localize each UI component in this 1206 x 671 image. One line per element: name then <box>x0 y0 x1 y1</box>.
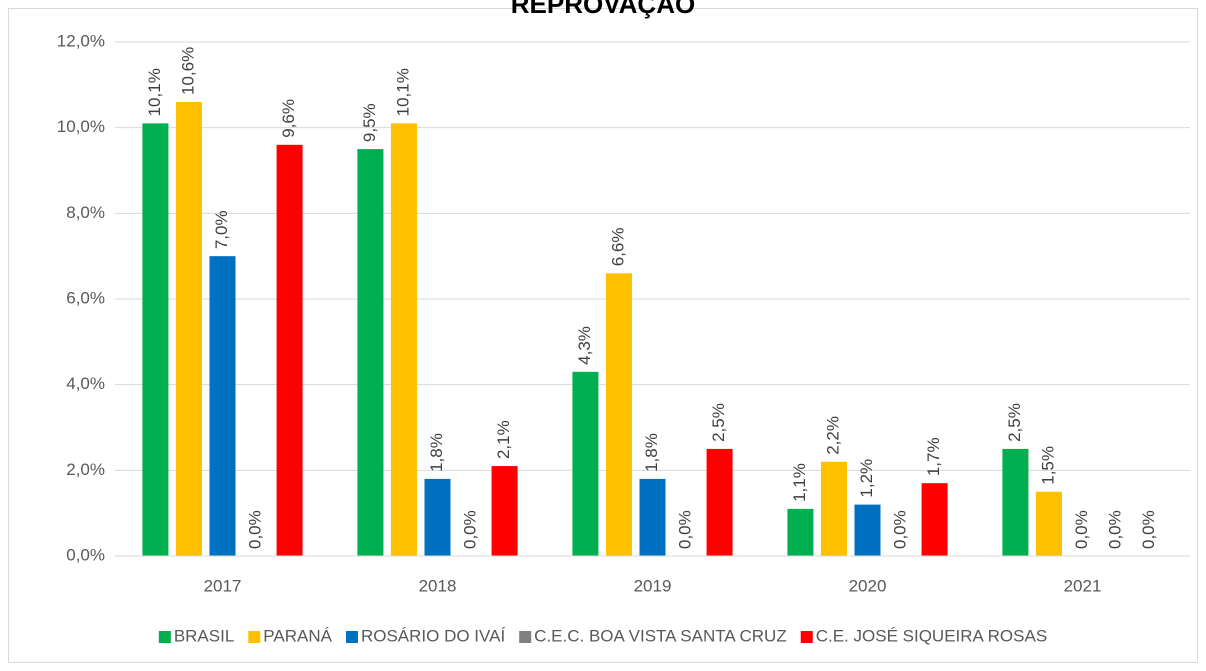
bar <box>572 371 599 556</box>
value-label: 9,6% <box>279 99 298 138</box>
legend-label: C.E.C. BOA VISTA SANTA CRUZ <box>534 626 787 645</box>
value-label: 1,2% <box>857 459 876 498</box>
legend-swatch <box>800 631 813 643</box>
bar <box>175 101 202 556</box>
value-label: 0,0% <box>1106 510 1125 549</box>
value-label: 2,1% <box>494 420 513 459</box>
value-label: 10,6% <box>178 47 197 95</box>
y-tick-label: 12,0% <box>57 31 105 50</box>
bar <box>639 478 666 556</box>
value-label: 1,5% <box>1038 446 1057 485</box>
value-label: 10,1% <box>393 68 412 116</box>
bar <box>357 149 384 557</box>
y-tick-label: 6,0% <box>66 288 105 307</box>
value-label: 7,0% <box>212 210 231 249</box>
value-label: 2,5% <box>1005 403 1024 442</box>
bar <box>706 448 733 556</box>
legend-label: C.E. JOSÉ SIQUEIRA ROSAS <box>816 626 1047 645</box>
legend-swatch <box>345 631 358 643</box>
value-label: 0,0% <box>1072 510 1091 549</box>
value-label: 0,0% <box>891 510 910 549</box>
value-label: 0,0% <box>1139 510 1158 549</box>
value-label: 9,5% <box>360 103 379 142</box>
legend-swatch <box>158 631 171 643</box>
value-label: 4,3% <box>575 326 594 365</box>
value-label: 1,8% <box>427 433 446 472</box>
bar <box>921 483 948 556</box>
value-label: 0,0% <box>246 510 265 549</box>
legend-label: PARANÁ <box>263 626 332 645</box>
value-label: 6,6% <box>608 228 627 267</box>
legend-label: BRASIL <box>174 626 234 645</box>
y-tick-label: 10,0% <box>57 117 105 136</box>
bar <box>209 256 236 556</box>
legend-swatch <box>519 631 532 643</box>
x-tick-label: 2018 <box>419 576 457 595</box>
bar <box>276 144 303 557</box>
bar <box>1035 491 1062 556</box>
bar <box>491 466 518 556</box>
bar <box>390 123 417 556</box>
bar <box>1002 448 1029 556</box>
value-label: 0,0% <box>676 510 695 549</box>
value-label: 1,1% <box>790 463 809 502</box>
y-tick-label: 4,0% <box>66 374 105 393</box>
chart-border <box>8 8 1198 663</box>
bar <box>142 123 169 556</box>
x-tick-label: 2017 <box>204 576 242 595</box>
bar <box>424 478 451 556</box>
bar <box>854 504 881 556</box>
bar <box>820 461 847 556</box>
y-tick-label: 2,0% <box>66 460 105 479</box>
value-label: 1,8% <box>642 433 661 472</box>
y-tick-label: 0,0% <box>66 545 105 564</box>
x-tick-label: 2020 <box>849 576 887 595</box>
x-tick-label: 2021 <box>1064 576 1102 595</box>
value-label: 1,7% <box>924 437 943 476</box>
value-label: 2,5% <box>709 403 728 442</box>
value-label: 10,1% <box>145 68 164 116</box>
y-tick-label: 8,0% <box>66 203 105 222</box>
chart-title: REPROVAÇÃO <box>511 0 695 19</box>
legend-swatch <box>248 631 261 643</box>
bar <box>787 508 814 556</box>
value-label: 0,0% <box>461 510 480 549</box>
x-tick-label: 2019 <box>634 576 672 595</box>
legend-label: ROSÁRIO DO IVAÍ <box>361 626 505 645</box>
value-label: 2,2% <box>823 416 842 455</box>
bar <box>605 273 632 556</box>
